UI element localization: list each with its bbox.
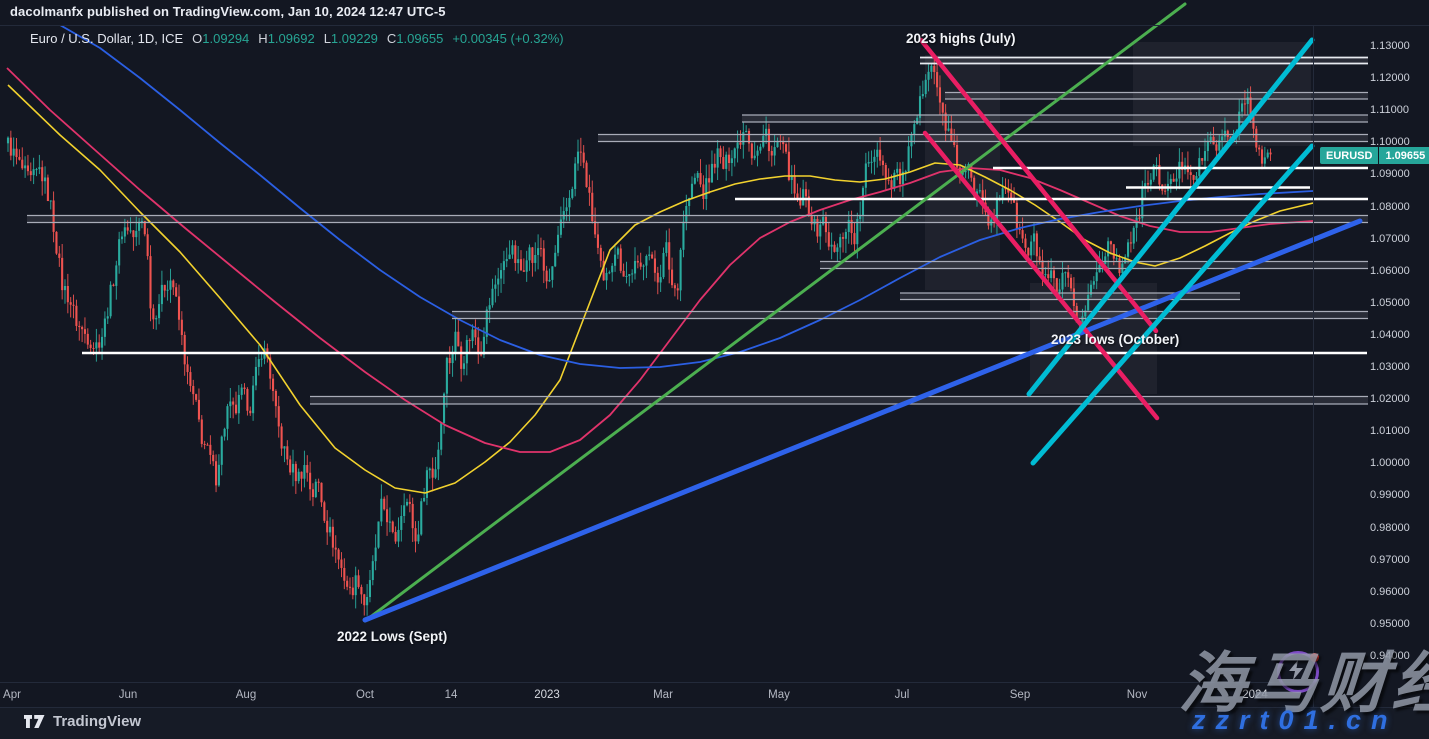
downchannel-pink-lower[interactable] xyxy=(922,130,1160,421)
ohlc-item: O1.09294 xyxy=(192,31,250,46)
chart-annotation[interactable]: 2023 lows (October) xyxy=(1051,332,1180,347)
publisher-line: dacolmanfx published on TradingView.com,… xyxy=(10,4,446,19)
badge-price: 1.09655 xyxy=(1379,147,1429,164)
trendline-green-from-2022-lows[interactable] xyxy=(363,2,1187,623)
sr-zone-fill[interactable] xyxy=(900,293,1240,300)
tradingview-logo-icon xyxy=(24,715,45,728)
ma-mid-crimson[interactable] xyxy=(6,67,1313,453)
sr-zone-fill[interactable] xyxy=(820,261,1368,269)
sr-zone-fill[interactable] xyxy=(598,134,1368,142)
trendline-blue-thick-from-2022-lows[interactable] xyxy=(362,218,1363,623)
sr-zone-fill[interactable] xyxy=(742,115,1368,122)
upchannel-cyan-upper[interactable] xyxy=(1026,37,1315,397)
ohlc-item: C1.09655 xyxy=(386,31,444,46)
highlight-box[interactable] xyxy=(1133,42,1311,146)
ohlc-item: L1.09229 xyxy=(323,31,378,46)
sr-zone-fill[interactable] xyxy=(310,396,1368,405)
sr-zone-fill[interactable] xyxy=(920,57,1368,64)
footer-border xyxy=(0,707,1429,708)
last-price-badge: EURUSD 1.09655 xyxy=(1320,147,1429,164)
upchannel-cyan-lower[interactable] xyxy=(1030,143,1315,466)
ohlc-item: H1.09692 xyxy=(258,31,315,46)
symbol-title: Euro / U.S. Dollar, 1D, ICE xyxy=(30,31,184,46)
ma-fast-yellow[interactable] xyxy=(7,84,1313,494)
sr-zone-fill[interactable] xyxy=(945,92,1368,100)
chart-annotation[interactable]: 2022 Lows (Sept) xyxy=(337,629,448,644)
ma-slow-blue[interactable] xyxy=(59,25,1313,369)
price-axis-border xyxy=(1313,25,1314,707)
symbol-legend: Euro / U.S. Dollar, 1D, ICE O1.09294 H1.0… xyxy=(30,31,564,46)
tradingview-logo[interactable]: TradingView xyxy=(24,713,141,730)
time-axis-border xyxy=(0,682,1313,683)
pane-top-border xyxy=(0,25,1429,26)
badge-divider xyxy=(1378,147,1380,164)
publisher-header: dacolmanfx published on TradingView.com,… xyxy=(0,0,1429,25)
footer-bar xyxy=(0,707,1429,739)
chart-annotation[interactable]: 2023 highs (July) xyxy=(906,31,1016,46)
candles-layer[interactable] xyxy=(6,59,1272,616)
ohlc-values: O1.09294 H1.09692 L1.09229 C1.09655 xyxy=(192,31,443,46)
badge-symbol: EURUSD xyxy=(1320,147,1379,164)
sr-zone-fill[interactable] xyxy=(452,311,1368,319)
change-value: +0.00345 (+0.32%) xyxy=(452,31,564,46)
sr-zone-fill[interactable] xyxy=(27,215,1368,223)
tradingview-brand-text: TradingView xyxy=(53,713,142,730)
